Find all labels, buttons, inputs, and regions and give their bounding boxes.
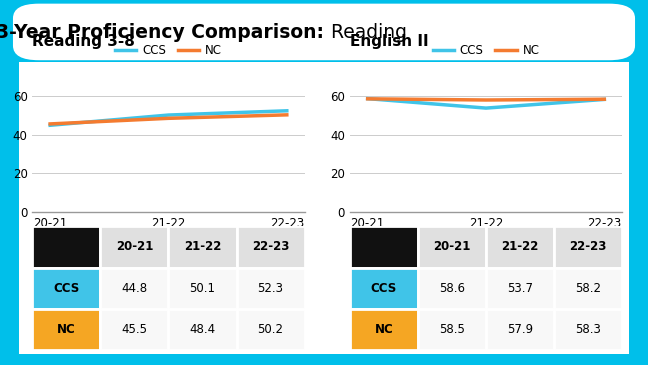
Text: 22-23: 22-23 [252,241,289,253]
Bar [486,309,554,350]
Text: 45.5: 45.5 [121,323,148,336]
Text: 20-21: 20-21 [434,241,470,253]
Text: 48.4: 48.4 [189,323,216,336]
Text: NC: NC [57,323,76,336]
Text: 53.7: 53.7 [507,282,533,295]
Bar [32,226,100,268]
Bar [168,309,237,350]
Bar [237,309,305,350]
Bar [237,268,305,309]
Text: 52.3: 52.3 [257,282,284,295]
Text: 58.6: 58.6 [439,282,465,295]
Bar [486,268,554,309]
Text: 21-22: 21-22 [184,241,221,253]
Bar [418,226,486,268]
Bar [418,309,486,350]
Text: 58.5: 58.5 [439,323,465,336]
Text: 44.8: 44.8 [121,282,148,295]
Bar [350,226,418,268]
Legend: CCS, NC: CCS, NC [428,39,544,62]
Bar [100,268,168,309]
Bar [350,309,418,350]
Bar [486,226,554,268]
Bar [350,268,418,309]
Text: English II: English II [350,34,428,49]
Bar [237,226,305,268]
Bar [554,268,622,309]
Text: 58.2: 58.2 [575,282,601,295]
Bar [168,268,237,309]
Bar [418,268,486,309]
Text: CCS: CCS [371,282,397,295]
Text: 22-23: 22-23 [570,241,607,253]
Text: CCS: CCS [53,282,80,295]
Text: 3-Year Proficiency Comparison:: 3-Year Proficiency Comparison: [0,23,324,42]
Bar [100,309,168,350]
Bar [168,226,237,268]
Bar [554,226,622,268]
Bar [32,309,100,350]
Text: Reading: Reading [325,23,408,42]
Text: 50.1: 50.1 [189,282,216,295]
Text: NC: NC [375,323,393,336]
Text: 50.2: 50.2 [257,323,284,336]
Text: 57.9: 57.9 [507,323,533,336]
Bar [554,309,622,350]
Text: 21-22: 21-22 [502,241,538,253]
Bar [32,268,100,309]
Text: Reading 3-8: Reading 3-8 [32,34,135,49]
Text: 20-21: 20-21 [116,241,153,253]
Legend: CCS, NC: CCS, NC [110,39,227,62]
Bar [100,226,168,268]
Text: 58.3: 58.3 [575,323,601,336]
